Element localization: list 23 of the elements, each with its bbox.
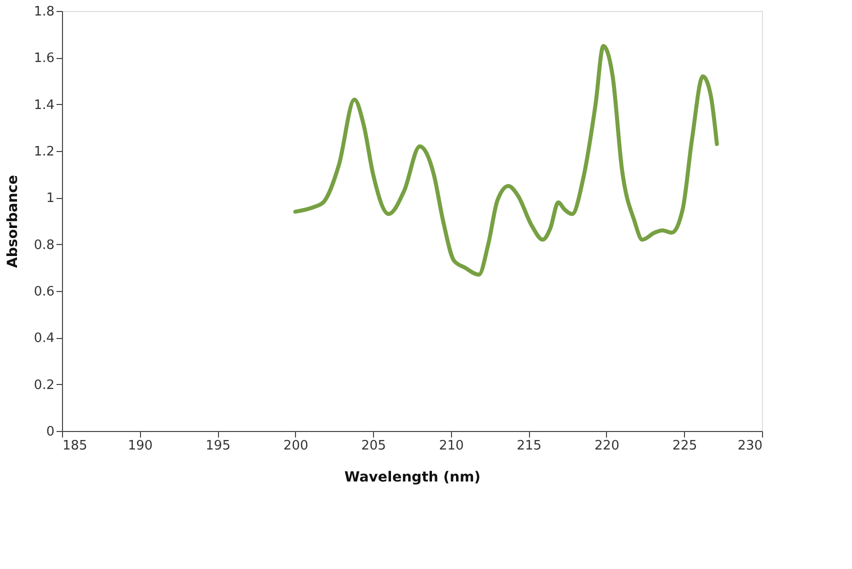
x-tick-label: 215 <box>516 438 542 454</box>
x-tick-label: 200 <box>283 438 308 454</box>
y-tick-label: 1 <box>46 191 54 206</box>
x-tick-label: 190 <box>128 438 153 454</box>
y-tick-label: 1.2 <box>34 144 54 160</box>
x-tick-label: 185 <box>62 438 88 454</box>
y-tick-label: 1.8 <box>34 4 54 20</box>
x-tick-label: 205 <box>361 438 386 454</box>
x-tick-label: 195 <box>206 438 230 454</box>
y-tick-label: 0.2 <box>34 378 54 393</box>
y-axis-title: Absorbance <box>4 175 21 268</box>
x-axis-title: Wavelength (nm) <box>344 470 481 486</box>
x-tick-label: 225 <box>672 438 698 454</box>
y-tick-label: 1.4 <box>34 98 54 113</box>
y-tick-label: 1.6 <box>34 51 54 66</box>
y-tick-label: 0.8 <box>34 238 54 253</box>
x-tick-label: 220 <box>594 438 620 454</box>
y-tick-label: 0.6 <box>34 284 54 300</box>
x-tick-label: 230 <box>738 438 762 454</box>
y-tick-label: 0.4 <box>34 331 54 346</box>
y-tick-label: 0 <box>46 424 54 440</box>
x-tick-label: 210 <box>438 438 464 454</box>
line-series <box>293 44 719 277</box>
